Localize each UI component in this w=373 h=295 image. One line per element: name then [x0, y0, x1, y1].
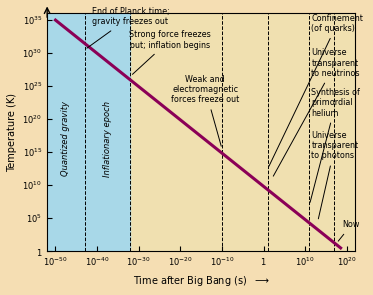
Text: End of Planck time;
gravity freezes out: End of Planck time; gravity freezes out [87, 7, 169, 48]
Text: Weak and
electromagnetic
forces freeze out: Weak and electromagnetic forces freeze o… [171, 75, 239, 146]
X-axis label: Time after Big Bang (s)  $\longrightarrow$: Time after Big Bang (s) $\longrightarrow… [133, 274, 270, 288]
Text: Quantized gravity: Quantized gravity [62, 101, 70, 176]
Bar [47, 14, 85, 251]
Text: Now: Now [338, 220, 360, 241]
Text: Strong force freezes
out; inflation begins: Strong force freezes out; inflation begi… [129, 30, 211, 74]
Bar [85, 14, 131, 251]
Y-axis label: Temperature (K): Temperature (K) [7, 93, 17, 172]
Text: Confinement
(of quarks): Confinement (of quarks) [269, 14, 363, 166]
Text: Universe
transparent
to photons: Universe transparent to photons [311, 131, 358, 219]
Text: Universe
transparent
to neutrinos: Universe transparent to neutrinos [273, 48, 360, 176]
Text: Inflationary epoch: Inflationary epoch [103, 101, 112, 177]
Text: Synthesis of
primordial
helium: Synthesis of primordial helium [310, 88, 360, 202]
